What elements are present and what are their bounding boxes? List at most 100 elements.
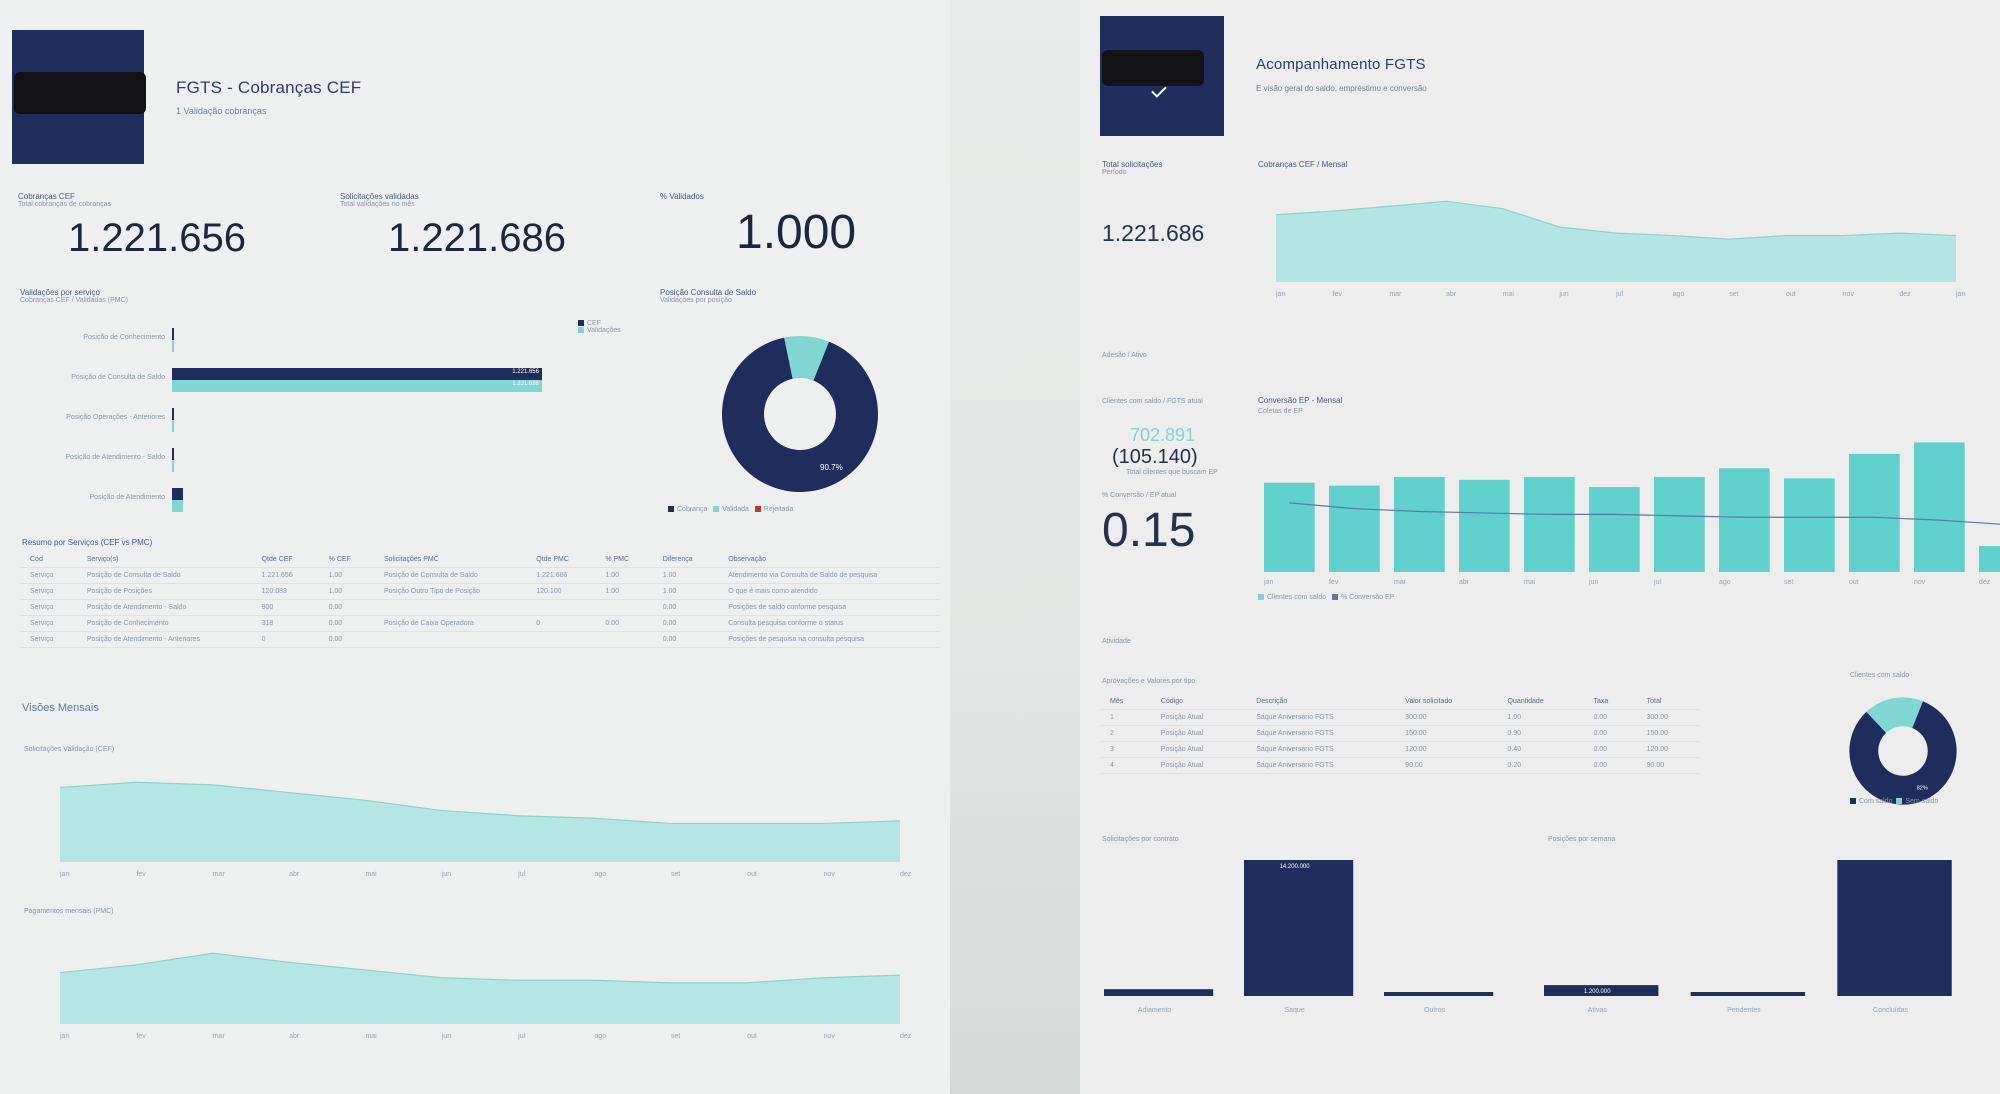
bar-category-label: Posição de Atendimento - Saldo xyxy=(65,454,165,461)
bar-category-label: Posição de Atendimento xyxy=(89,494,166,501)
kpi-value: 1.221.686 xyxy=(388,216,566,260)
column-header: Descrição xyxy=(1246,694,1396,710)
kpi-label: Total solicitações xyxy=(1102,160,1163,169)
table-cell: 0.00 xyxy=(595,615,653,632)
legend-swatch xyxy=(1896,798,1903,805)
table-row: 3 Posição Atual Saque Aniversário FGTS 120.… xyxy=(1100,741,1700,758)
area-line xyxy=(60,952,901,984)
x-tick-label: abr xyxy=(289,871,300,878)
page-title: FGTS - Cobranças CEF xyxy=(176,78,362,97)
table-cell: 0 xyxy=(251,631,319,648)
bar-category-label: Posição Operações - Anteriores xyxy=(66,414,165,421)
table-row: 2 Posição Atual Saque Aniversário FGTS 150.… xyxy=(1100,725,1700,742)
table-cell: 120.00 xyxy=(1395,741,1498,758)
kpi-value: 1.221.686 xyxy=(1102,220,1205,246)
chart-title: Validações por serviço xyxy=(20,288,100,297)
column-header: % CEF xyxy=(318,552,374,568)
table-cell: Posição Atual xyxy=(1150,741,1247,758)
filter-label-2: Atividade xyxy=(1102,638,1131,645)
table-cell: 3 xyxy=(1100,741,1151,758)
x-tick-label: ago xyxy=(595,871,607,878)
donut-center-label: 90.7% xyxy=(820,463,843,472)
table-cell: Posições de pesquisa na consulta pesquis… xyxy=(718,631,940,648)
x-tick-label: Pendentes xyxy=(1727,1007,1761,1014)
table-cell: 0.00 xyxy=(652,615,719,632)
legend-swatch xyxy=(578,327,584,334)
x-tick-label: out xyxy=(1786,291,1796,298)
legend-label: Rejeitada xyxy=(763,506,794,513)
table-cell: Consulta pesquisa conforme o status xyxy=(718,615,940,632)
table-row: Serviço Posição de Atendimento - Saldo 900… xyxy=(20,599,940,616)
x-tick-label: mar xyxy=(1389,291,1402,298)
table-cell: 120.083 xyxy=(251,583,319,600)
kpi-value: 1.000 xyxy=(736,206,857,259)
table-cell: 1.221.686 xyxy=(526,567,596,584)
filter-label: Adesão / Ativo xyxy=(1102,352,1147,359)
area2-title: Pagamentos mensais (PMC) xyxy=(24,908,114,915)
section-title-monthly: Visões Mensais xyxy=(22,702,99,714)
column-header: Cód xyxy=(20,552,77,568)
bar xyxy=(1837,860,1952,996)
bar-navy xyxy=(172,448,174,460)
table-cell: Serviço xyxy=(20,599,77,616)
table-cell xyxy=(373,599,527,616)
legend-label: Validada xyxy=(722,506,749,513)
chart-title: Posição Consulta de Saldo xyxy=(660,288,757,297)
column-header: Quantidade xyxy=(1497,694,1584,710)
column-header: Qtde PMC xyxy=(526,552,596,568)
values-table: Mês Código Descrição Valor solicitado Quanti… xyxy=(1100,694,1700,774)
x-tick-label: nov xyxy=(824,871,836,878)
x-tick-label: set xyxy=(671,1033,680,1040)
metric-value-teal: 702.891 xyxy=(1130,425,1196,445)
x-tick-label: jan xyxy=(1263,579,1273,586)
table-cell: 120.100 xyxy=(526,583,596,600)
kpi-sub: Total cobranças de cobranças xyxy=(18,201,111,208)
bar xyxy=(1849,453,1900,572)
x-tick-label: ago xyxy=(1719,579,1731,586)
x-tick-label: set xyxy=(671,871,680,878)
donut-title: Posição Consulta de Saldo Validações por… xyxy=(660,288,756,304)
table-cell: 0.00 xyxy=(1583,741,1637,758)
area-fill xyxy=(1276,201,1956,282)
table-cell: Serviço xyxy=(20,583,77,600)
page-subtitle: E visão geral do saldo, empréstimo e con… xyxy=(1256,84,1427,93)
x-tick-label: abr xyxy=(289,1033,300,1040)
x-tick-label: nov xyxy=(1843,291,1855,298)
table-cell: 1.00 xyxy=(318,567,374,584)
x-tick-label: mai xyxy=(365,1033,377,1040)
chart-subtitle: Validações por posição xyxy=(660,297,732,304)
table-cell: Posição Atual xyxy=(1150,709,1247,726)
table-cell: 1.00 xyxy=(652,567,719,584)
x-tick-label: Concluídas xyxy=(1873,1007,1909,1014)
table-cell: 900 xyxy=(251,599,319,616)
x-tick-label: dez xyxy=(900,871,912,878)
x-tick-label: set xyxy=(1784,579,1793,586)
table-header-row: Cód Serviço(s) Qtde CEF% CEF Solicitações P… xyxy=(20,552,940,568)
x-tick-label: mar xyxy=(213,871,226,878)
donut-slice xyxy=(784,336,829,381)
column-header: Serviço(s) xyxy=(76,552,252,568)
table-cell: 1.00 xyxy=(595,567,653,584)
table-cell: 0.00 xyxy=(1583,757,1637,774)
table-cell: 0.00 xyxy=(652,631,719,648)
column-header: Qtde CEF xyxy=(251,552,319,568)
table-cell: 1 xyxy=(1100,709,1151,726)
x-tick-label: jul xyxy=(517,871,525,878)
table-cell: Posições de saldo conforme pesquisa xyxy=(718,599,940,616)
x-tick-label: Saque xyxy=(1284,1007,1304,1014)
area-chart-2: jan fev mar abr mai jun jul ago set out nov dez xyxy=(60,952,912,1040)
legend-label: CEF xyxy=(587,320,601,327)
x-tick-label: abr xyxy=(1446,291,1457,298)
bar xyxy=(1244,860,1354,996)
bar xyxy=(1394,476,1445,572)
x-tick-label: fev xyxy=(136,1033,146,1040)
bar xyxy=(1329,485,1380,572)
weekly-bar-chart: 1.200.000 Ativas Pendentes Concluídas xyxy=(1544,860,1952,1014)
chart-subtitle: Cobranças CEF / Validadas (PMC) xyxy=(20,297,129,304)
bar-chart-legend: Clientes com saldo % Conversão EP xyxy=(1258,594,1394,601)
redacted-logo-mark xyxy=(14,72,146,114)
table-cell: 90.00 xyxy=(1395,757,1498,774)
x-tick-label: mai xyxy=(1524,579,1536,586)
table-cell: 4 xyxy=(1100,757,1151,774)
